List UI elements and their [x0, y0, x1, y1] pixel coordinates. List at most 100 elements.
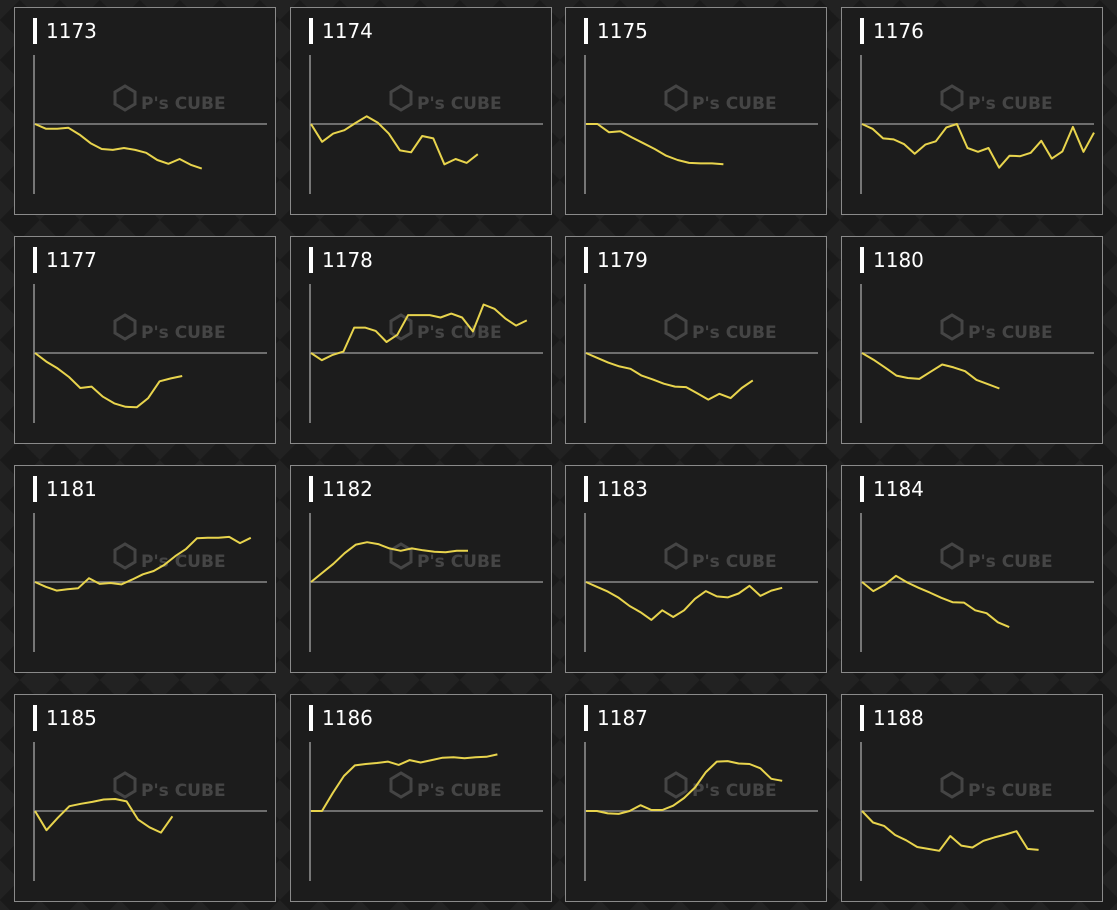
title-marker [584, 18, 588, 44]
cube-icon [664, 771, 688, 799]
cube-icon [113, 84, 137, 112]
chart-panel: P's CUBE 1182 [290, 465, 552, 673]
cube-icon [389, 771, 413, 799]
series-line [311, 753, 498, 812]
title-marker [33, 705, 37, 731]
line-chart: P's CUBE [860, 55, 1095, 194]
chart-title: 1175 [584, 18, 648, 44]
watermark-logo: P's CUBE [940, 84, 1053, 114]
watermark-text: P's CUBE [692, 552, 777, 572]
title-marker [584, 247, 588, 273]
chart-title-text: 1183 [597, 477, 648, 501]
cube-icon [113, 542, 137, 570]
chart-panel: P's CUBE 1173 [14, 7, 276, 215]
line-chart: P's CUBE [309, 284, 543, 423]
line-chart: P's CUBE [309, 513, 543, 652]
line-chart: P's CUBE [309, 742, 543, 881]
title-marker [309, 705, 313, 731]
series-line [586, 760, 783, 815]
chart-panel: P's CUBE 1178 [290, 236, 552, 444]
series-line [861, 810, 1039, 852]
line-chart: P's CUBE [584, 284, 818, 423]
chart-title: 1177 [33, 247, 97, 273]
chart-title-text: 1178 [322, 248, 373, 272]
series-line [585, 581, 783, 621]
cube-icon [664, 313, 688, 341]
chart-panel: P's CUBE 1175 [565, 7, 827, 215]
watermark-logo: P's CUBE [113, 771, 226, 801]
line-chart: P's CUBE [860, 513, 1094, 652]
watermark-logo: P's CUBE [664, 771, 777, 801]
watermark-text: P's CUBE [692, 323, 777, 343]
title-marker [860, 247, 864, 273]
watermark-logo: P's CUBE [389, 771, 502, 801]
chart-title-text: 1173 [46, 19, 97, 43]
chart-title-text: 1185 [46, 706, 97, 730]
cube-icon [940, 542, 964, 570]
chart-title-text: 1179 [597, 248, 648, 272]
cube-icon [389, 313, 413, 341]
series-line [586, 123, 724, 166]
cube-icon [389, 542, 413, 570]
line-chart: P's CUBE [584, 742, 818, 881]
watermark-text: P's CUBE [141, 323, 226, 343]
title-marker [309, 247, 313, 273]
chart-panel: P's CUBE 1174 [290, 7, 552, 215]
series-line [34, 123, 203, 170]
watermark-text: P's CUBE [968, 323, 1053, 343]
chart-panel: P's CUBE 1181 [14, 465, 276, 673]
series-line [34, 798, 174, 834]
chart-title: 1180 [860, 247, 924, 273]
cube-icon [113, 313, 137, 341]
line-chart: P's CUBE [584, 513, 818, 652]
chart-panel: P's CUBE 1185 [14, 694, 276, 902]
watermark-logo: P's CUBE [664, 313, 777, 343]
watermark-text: P's CUBE [692, 781, 777, 801]
chart-panel: P's CUBE 1187 [565, 694, 827, 902]
watermark-text: P's CUBE [141, 94, 226, 114]
title-marker [33, 247, 37, 273]
chart-title: 1181 [33, 476, 97, 502]
watermark-logo: P's CUBE [113, 542, 226, 572]
watermark-text: P's CUBE [417, 94, 502, 114]
chart-title-text: 1187 [597, 706, 648, 730]
chart-title: 1174 [309, 18, 373, 44]
cube-icon [664, 542, 688, 570]
chart-title-text: 1181 [46, 477, 97, 501]
watermark-logo: P's CUBE [389, 84, 502, 114]
chart-panel: P's CUBE 1188 [841, 694, 1103, 902]
chart-panel: P's CUBE 1179 [565, 236, 827, 444]
line-chart: P's CUBE [584, 55, 818, 194]
series-line [585, 352, 754, 401]
cube-icon [389, 84, 413, 112]
watermark-logo: P's CUBE [389, 542, 502, 572]
chart-panel: P's CUBE 1184 [841, 465, 1103, 673]
chart-title-text: 1176 [873, 19, 924, 43]
watermark-text: P's CUBE [968, 781, 1053, 801]
chart-panel: P's CUBE 1177 [14, 236, 276, 444]
series-line [34, 352, 183, 409]
series-line [861, 123, 1095, 169]
watermark-logo: P's CUBE [940, 313, 1053, 343]
chart-title: 1173 [33, 18, 97, 44]
line-chart: P's CUBE [33, 742, 267, 881]
series-line [34, 535, 252, 592]
cube-icon [664, 84, 688, 112]
title-marker [860, 18, 864, 44]
chart-title: 1187 [584, 705, 648, 731]
watermark-logo: P's CUBE [664, 542, 777, 572]
chart-title: 1183 [584, 476, 648, 502]
watermark-text: P's CUBE [968, 94, 1053, 114]
title-marker [860, 476, 864, 502]
line-chart: P's CUBE [860, 284, 1094, 423]
chart-title-text: 1186 [322, 706, 373, 730]
title-marker [309, 476, 313, 502]
chart-title: 1178 [309, 247, 373, 273]
watermark-logo: P's CUBE [389, 313, 502, 343]
cube-icon [940, 771, 964, 799]
watermark-text: P's CUBE [968, 552, 1053, 572]
chart-panel: P's CUBE 1180 [841, 236, 1103, 444]
watermark-logo: P's CUBE [113, 313, 226, 343]
watermark-logo: P's CUBE [113, 84, 226, 114]
cube-icon [113, 771, 137, 799]
